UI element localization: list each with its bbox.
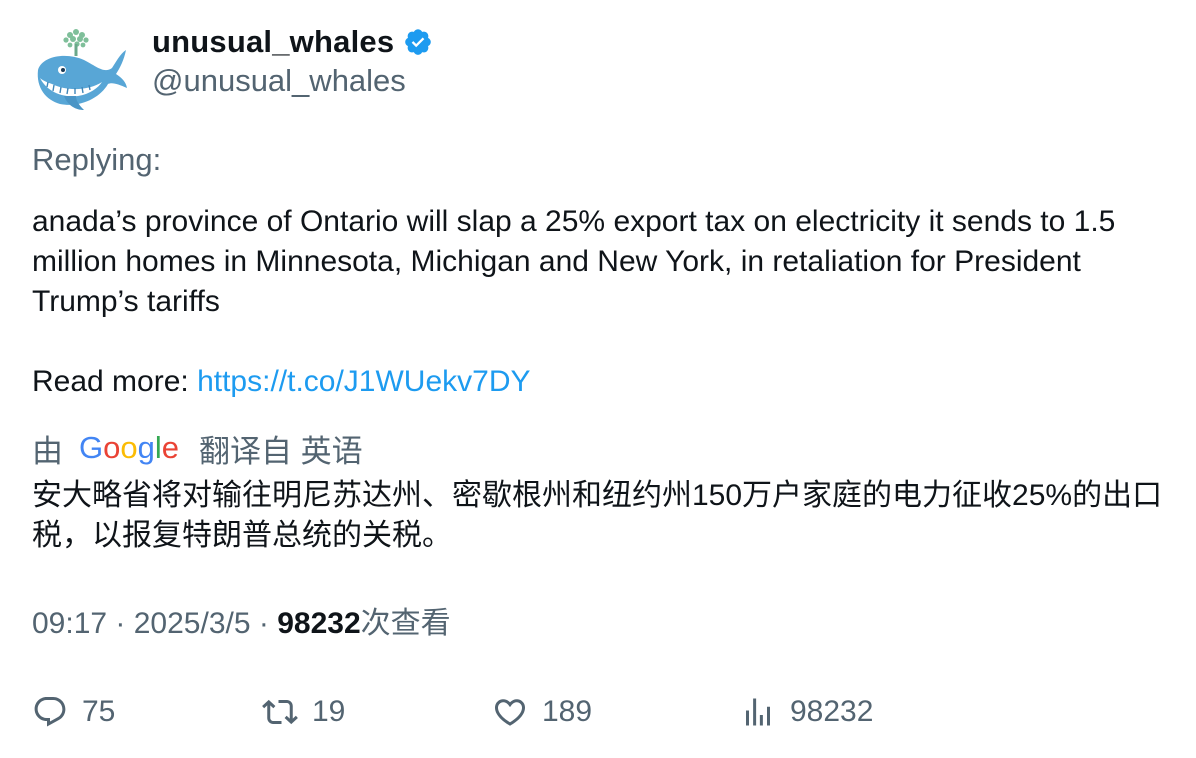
author-name[interactable]: unusual_whales [152,24,394,60]
author-handle[interactable]: @unusual_whales [152,62,433,100]
reply-icon [32,694,68,730]
tweet-date[interactable]: 2025/3/5 [134,607,251,640]
retweet-count: 19 [312,695,345,729]
views-count: 98232 [790,695,873,729]
like-count: 189 [542,695,592,729]
meta-separator-2: · [251,607,278,640]
replying-label: Replying: [32,140,161,180]
retweet-button[interactable]: 19 [262,690,345,734]
like-button[interactable]: 189 [492,690,592,734]
reply-button[interactable]: 75 [32,690,115,734]
views-button[interactable]: 98232 [740,690,873,734]
translation-suffix: 翻译自 英语 [199,426,363,471]
view-count: 98232 [277,607,360,640]
whale-logo-icon [32,26,128,112]
tweet-time[interactable]: 09:17 [32,607,107,640]
svg-text:Google: Google [79,430,179,465]
tweet-body: anada’s province of Ontario will slap a … [32,202,1162,322]
google-logo-icon: Google [79,428,179,468]
read-more-label: Read more: [32,365,197,398]
views-suffix: 次查看 [361,607,451,640]
tweet-meta: 09:17 · 2025/3/5 · 98232次查看 [32,604,451,644]
heart-icon [492,694,528,730]
avatar[interactable] [32,26,128,112]
tweet-text: anada’s province of Ontario will slap a … [32,202,1162,402]
tweet-link[interactable]: https://t.co/J1WUekv7DY [197,365,530,398]
translation-prefix: 由 [32,426,63,471]
action-bar: 75 19 189 98232 [0,690,1196,734]
bar-chart-icon [740,694,776,730]
reply-count: 75 [82,695,115,729]
translated-text: 安大略省将对输往明尼苏达州、密歇根州和纽约州150万户家庭的电力征收25%的出口… [32,476,1172,556]
meta-separator: · [107,607,134,640]
verified-badge-icon[interactable] [403,27,433,57]
retweet-icon [262,694,298,730]
translation-attribution[interactable]: 由 Google 翻译自 英语 [32,428,363,468]
read-more-line: Read more: https://t.co/J1WUekv7DY [32,362,1162,402]
